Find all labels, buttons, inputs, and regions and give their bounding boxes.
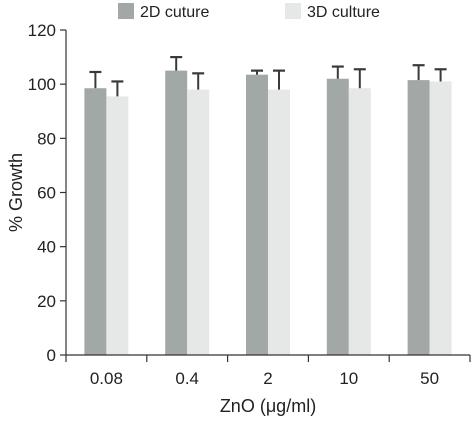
legend-swatch — [285, 3, 301, 19]
legend-swatch — [118, 3, 134, 19]
x-tick-label: 50 — [420, 369, 439, 388]
y-tick-label: 60 — [37, 184, 56, 203]
error-bars — [89, 55, 447, 97]
bar — [84, 88, 107, 356]
x-tick-label: 0.4 — [175, 369, 199, 388]
y-axis-label: % Growth — [6, 153, 26, 232]
legend: 2D cuture 3D culture — [118, 3, 380, 21]
bar — [106, 96, 129, 356]
bar — [268, 89, 290, 355]
y-tick-label: 100 — [28, 75, 56, 94]
bars — [84, 70, 452, 356]
bar — [429, 81, 452, 355]
bar — [165, 70, 188, 355]
x-tick-label: 0.08 — [90, 369, 123, 388]
x-tick-label: 10 — [339, 369, 358, 388]
bar — [187, 89, 210, 355]
bar — [326, 78, 349, 355]
bar — [246, 74, 268, 355]
y-tick-label: 120 — [28, 21, 56, 40]
legend-label: 3D culture — [307, 4, 380, 21]
x-tick-label: 2 — [263, 369, 272, 388]
y-tick-label: 20 — [37, 292, 56, 311]
y-tick-label: 40 — [37, 238, 56, 257]
bar — [407, 80, 430, 356]
axes: 0 20 40 60 80 100 120 0.08 0.4 2 10 50 — [28, 21, 471, 388]
legend-label: 2D cuture — [140, 4, 209, 21]
y-tick-label: 0 — [47, 346, 56, 365]
y-tick-label: 80 — [37, 129, 56, 148]
x-axis-label: ZnO (μg/ml) — [220, 396, 316, 416]
bar — [348, 88, 371, 356]
